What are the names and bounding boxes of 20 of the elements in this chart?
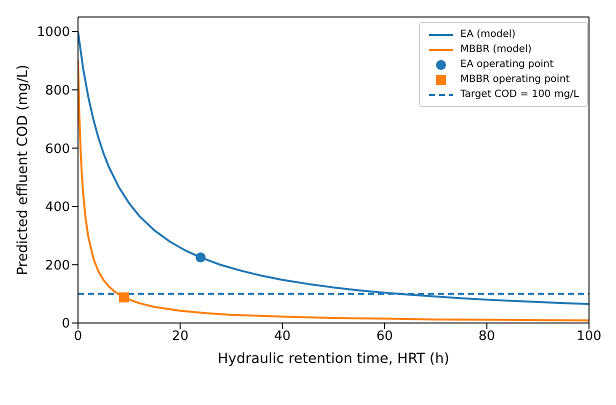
legend-label: Target COD = 100 mg/L [460, 89, 579, 100]
x-tick-label: 80 [478, 329, 496, 344]
x-tick-label: 0 [74, 329, 82, 344]
y-tick-label: 200 [45, 258, 70, 274]
y-tick-label: 600 [45, 142, 70, 157]
legend-label: EA operating point [460, 59, 554, 70]
x-tick-label: 40 [274, 329, 291, 344]
legend-label: MBBR (model) [460, 44, 532, 55]
x-tick-label: 100 [576, 329, 602, 344]
x-tick-label: 20 [172, 329, 188, 344]
y-tick-label: 800 [45, 83, 70, 98]
y-tick-label: 400 [45, 200, 70, 216]
x-axis-title: Hydraulic retention time, HRT (h) [218, 351, 450, 367]
line-series [78, 30, 589, 306]
y-tick-label: 0 [62, 316, 70, 332]
legend-label: MBBR operating point [460, 74, 570, 85]
y-tick-label: 1000 [36, 25, 70, 40]
legend-label: EA (model) [460, 29, 516, 40]
y-axis-title: Predicted effluent COD (mg/L) [14, 64, 31, 276]
x-tick-label: 60 [376, 329, 393, 344]
